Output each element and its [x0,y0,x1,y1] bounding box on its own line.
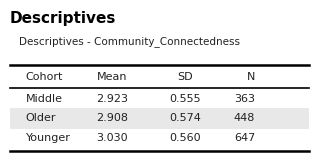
Text: 0.555: 0.555 [169,94,201,104]
Text: 448: 448 [234,113,255,123]
Text: Younger: Younger [26,133,70,143]
Text: 363: 363 [234,94,255,104]
Text: Descriptives: Descriptives [10,11,116,26]
Text: Older: Older [26,113,56,123]
Text: Cohort: Cohort [26,72,63,82]
Text: Middle: Middle [26,94,63,104]
Text: 2.923: 2.923 [96,94,128,104]
Text: Descriptives - Community_Connectedness: Descriptives - Community_Connectedness [19,36,240,47]
Text: 647: 647 [234,133,255,143]
Text: 0.574: 0.574 [169,113,201,123]
Text: N: N [247,72,255,82]
Text: 0.560: 0.560 [169,133,201,143]
Text: 2.908: 2.908 [96,113,128,123]
Text: Mean: Mean [96,72,127,82]
Text: SD: SD [177,72,193,82]
FancyBboxPatch shape [10,108,309,129]
Text: 3.030: 3.030 [96,133,128,143]
